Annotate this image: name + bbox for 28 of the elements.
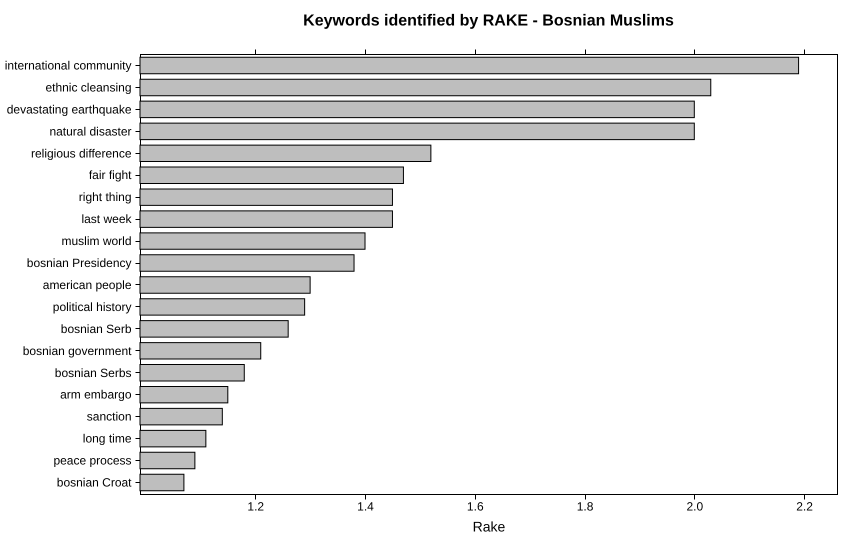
- y-tick-label: international community: [4, 58, 132, 73]
- x-tick-label: 1.4: [357, 500, 374, 514]
- x-tick-label: 2.2: [796, 500, 814, 514]
- y-tick-label: political history: [52, 300, 132, 314]
- y-tick-label: bosnian Presidency: [26, 256, 132, 270]
- y-tick-label: last week: [81, 212, 132, 226]
- y-tick-label: fair fight: [88, 168, 132, 182]
- y-tick-label: bosnian government: [22, 344, 132, 358]
- y-tick-label: bosnian Croat: [56, 475, 132, 490]
- x-tick-label: 1.8: [576, 500, 594, 514]
- chart-title: Keywords identified by RAKE - Bosnian Muslims: [303, 12, 674, 30]
- y-tick-label: natural disaster: [49, 124, 132, 138]
- y-tick-label: american people: [42, 278, 132, 292]
- y-tick-label: muslim world: [61, 234, 132, 248]
- x-tick-label: 1.6: [466, 500, 484, 514]
- y-tick-label: arm embargo: [60, 388, 132, 402]
- y-tick-label: devastating earthquake: [6, 102, 132, 116]
- y-tick-label: peace process: [53, 454, 132, 468]
- y-tick-label: ethnic cleansing: [45, 80, 132, 94]
- y-tick-label: bosnian Serb: [60, 322, 132, 336]
- y-tick-label: long time: [82, 432, 132, 446]
- y-tick-label: religious difference: [30, 146, 132, 160]
- y-tick-label: right thing: [78, 190, 132, 204]
- x-axis-title: Rake: [472, 518, 506, 534]
- x-tick-label: 1.2: [247, 500, 264, 514]
- y-tick-label: sanction: [86, 410, 132, 424]
- y-tick-label: bosnian Serbs: [54, 366, 132, 380]
- x-tick-label: 2.0: [686, 500, 704, 514]
